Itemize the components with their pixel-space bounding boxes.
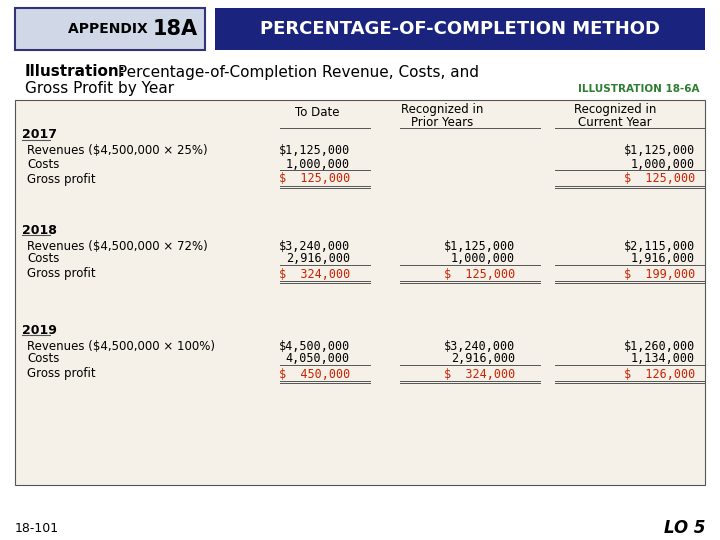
Text: $  199,000: $ 199,000 [624,267,695,280]
Text: 1,000,000: 1,000,000 [631,158,695,171]
Text: 2,916,000: 2,916,000 [286,253,350,266]
Text: ILLUSTRATION 18-6A: ILLUSTRATION 18-6A [578,84,700,94]
Text: $4,500,000: $4,500,000 [279,340,350,353]
Text: APPENDIX: APPENDIX [68,22,153,36]
Text: $2,115,000: $2,115,000 [624,240,695,253]
Text: Recognized in: Recognized in [401,104,484,117]
Text: Costs: Costs [27,158,59,171]
Text: Percentage-of-Completion Revenue, Costs, and: Percentage-of-Completion Revenue, Costs,… [113,64,479,79]
Text: $  125,000: $ 125,000 [444,267,515,280]
Text: Gross profit: Gross profit [27,267,96,280]
FancyBboxPatch shape [215,8,705,50]
Text: $1,125,000: $1,125,000 [444,240,515,253]
Text: LO 5: LO 5 [664,519,705,537]
Text: 18-101: 18-101 [15,522,59,535]
Text: $  125,000: $ 125,000 [624,172,695,186]
Text: PERCENTAGE-OF-COMPLETION METHOD: PERCENTAGE-OF-COMPLETION METHOD [260,20,660,38]
FancyBboxPatch shape [15,100,705,485]
Text: Costs: Costs [27,253,59,266]
Text: $  125,000: $ 125,000 [279,172,350,186]
Text: Revenues ($4,500,000 × 100%): Revenues ($4,500,000 × 100%) [27,340,215,353]
Text: Revenues ($4,500,000 × 72%): Revenues ($4,500,000 × 72%) [27,240,208,253]
Text: Prior Years: Prior Years [411,116,474,129]
Text: Current Year: Current Year [578,116,652,129]
Text: To Date: To Date [295,105,340,118]
Text: 2019: 2019 [22,323,57,336]
Text: $3,240,000: $3,240,000 [444,340,515,353]
Text: 1,000,000: 1,000,000 [286,158,350,171]
Text: 2018: 2018 [22,224,57,237]
Text: $1,125,000: $1,125,000 [279,145,350,158]
Text: Recognized in: Recognized in [574,104,656,117]
Text: 18A: 18A [153,19,197,39]
Text: 2017: 2017 [22,129,57,141]
Text: $  324,000: $ 324,000 [444,368,515,381]
Text: Costs: Costs [27,353,59,366]
Text: $  450,000: $ 450,000 [279,368,350,381]
Text: $  126,000: $ 126,000 [624,368,695,381]
Text: Revenues ($4,500,000 × 25%): Revenues ($4,500,000 × 25%) [27,145,207,158]
Text: Gross profit: Gross profit [27,368,96,381]
Text: 1,000,000: 1,000,000 [451,253,515,266]
Text: 1,916,000: 1,916,000 [631,253,695,266]
Text: $1,260,000: $1,260,000 [624,340,695,353]
Text: Gross Profit by Year: Gross Profit by Year [25,82,174,97]
FancyBboxPatch shape [15,8,205,50]
Text: 2,916,000: 2,916,000 [451,353,515,366]
Text: Illustration:: Illustration: [25,64,126,79]
Text: $1,125,000: $1,125,000 [624,145,695,158]
Text: Gross profit: Gross profit [27,172,96,186]
Text: 4,050,000: 4,050,000 [286,353,350,366]
Text: 1,134,000: 1,134,000 [631,353,695,366]
Text: $3,240,000: $3,240,000 [279,240,350,253]
Text: $  324,000: $ 324,000 [279,267,350,280]
